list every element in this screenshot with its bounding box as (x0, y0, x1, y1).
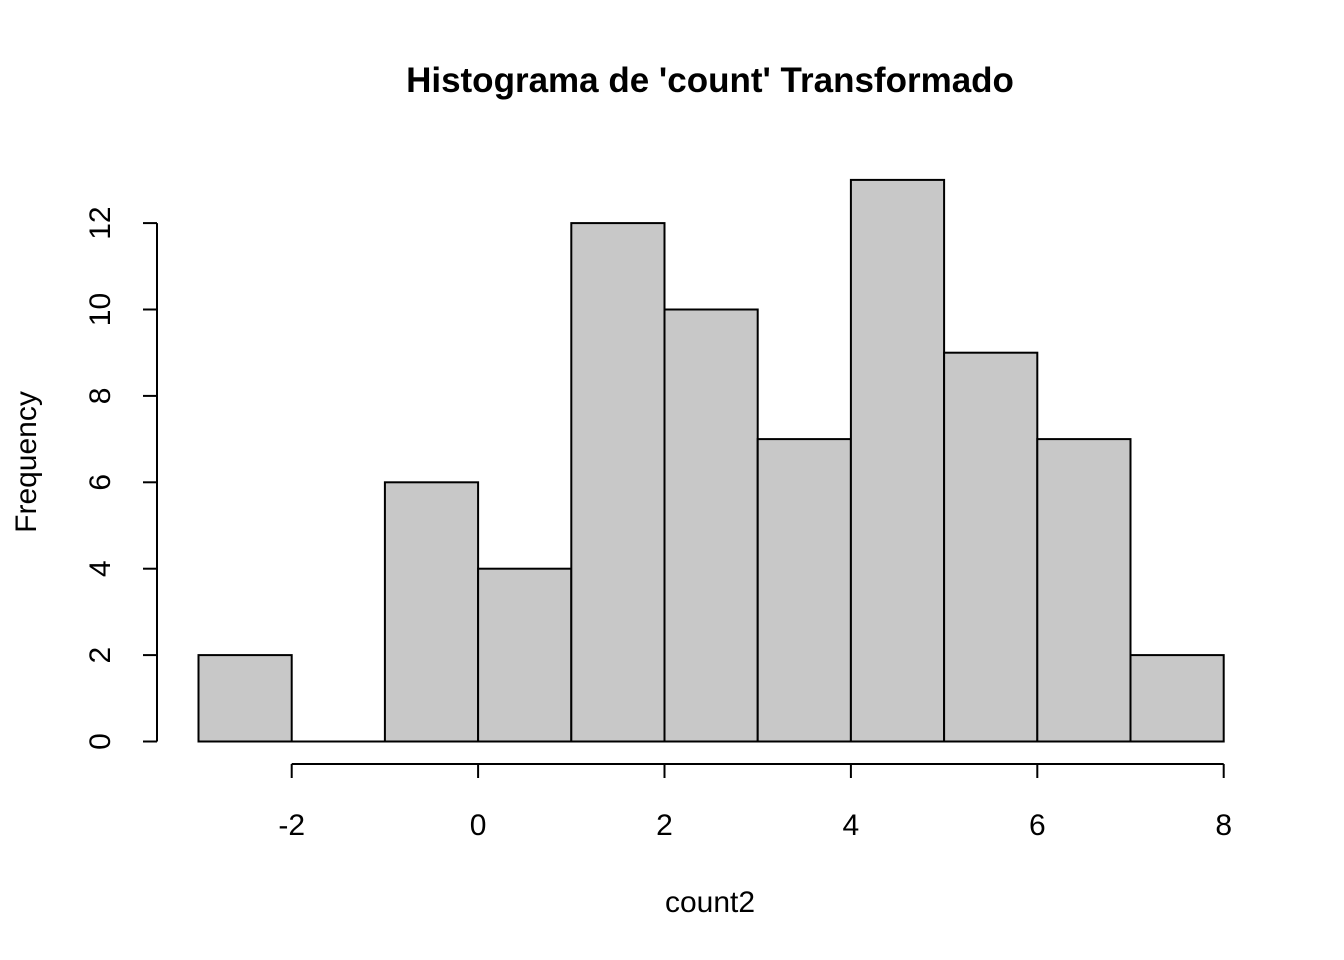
x-axis: -2 0 2 4 6 8 (278, 763, 1232, 842)
histogram-bar (849, 178, 946, 743)
x-tick-label: 0 (470, 809, 487, 842)
y-tick-label: 2 (84, 647, 117, 664)
x-axis-label: count2 (665, 886, 755, 919)
histogram-bar (1129, 654, 1225, 743)
histogram-bar (943, 351, 1039, 743)
histogram-bar (663, 308, 759, 743)
x-tick-label: 4 (843, 809, 860, 842)
y-tick-label: 0 (84, 733, 117, 750)
x-tick-label: 8 (1215, 809, 1232, 842)
y-tick-label: 4 (84, 560, 117, 577)
histogram-bar (383, 481, 480, 743)
x-tick-label: 2 (656, 809, 673, 842)
y-tick-label: 8 (84, 388, 117, 405)
chart-title: Histograma de 'count' Transformado (406, 61, 1014, 100)
y-tick-label: 6 (84, 474, 117, 491)
y-tick-label: 12 (84, 206, 117, 239)
histogram-bar (477, 567, 573, 743)
histogram-bar (570, 222, 666, 743)
histogram-bar (756, 438, 852, 743)
histogram-bar (197, 654, 293, 743)
y-axis-label: Frequency (10, 391, 43, 533)
y-axis: 0 2 4 6 8 10 12 (84, 206, 158, 750)
x-tick-label: 6 (1029, 809, 1046, 842)
bars-group (197, 178, 1225, 743)
y-tick-label: 10 (84, 293, 117, 326)
histogram-bar (1036, 438, 1132, 743)
x-tick-label: -2 (278, 809, 305, 842)
